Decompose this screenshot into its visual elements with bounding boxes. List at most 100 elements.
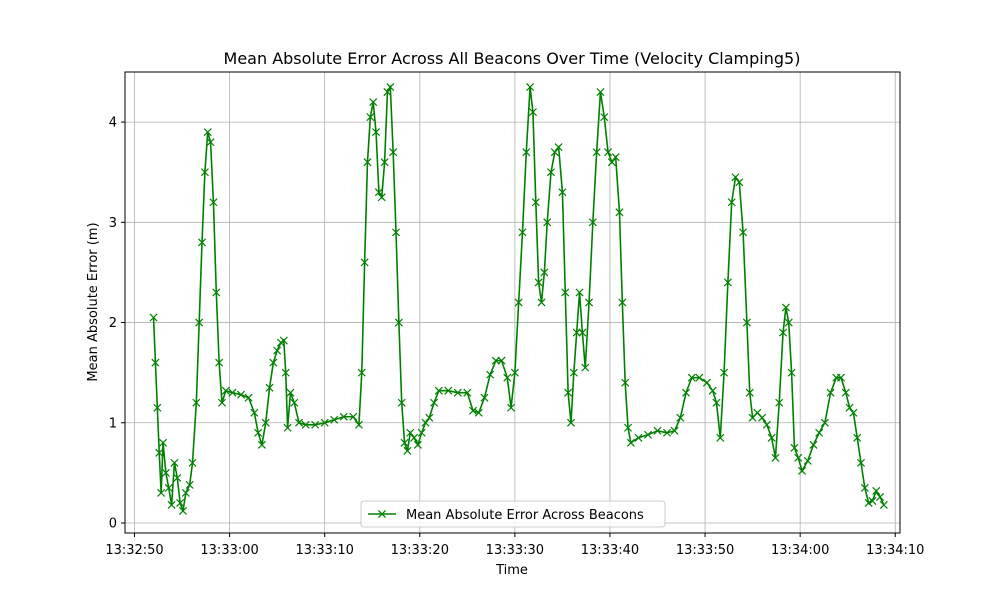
series-line (152, 84, 885, 512)
data-point (469, 406, 478, 415)
data-point (380, 158, 389, 167)
y-tick-label: 4 (109, 116, 117, 131)
data-point (864, 498, 873, 507)
data-point (762, 420, 771, 429)
data-point (708, 386, 717, 395)
data-point (192, 398, 201, 407)
data-point (543, 218, 552, 227)
data-point (558, 188, 567, 197)
data-point (281, 368, 290, 377)
data-point (410, 433, 419, 442)
data-point (403, 446, 412, 455)
data-point (546, 168, 556, 177)
data-point (159, 438, 168, 447)
data-point (618, 298, 627, 307)
data-point (510, 368, 519, 377)
data-point (815, 428, 824, 437)
legend-marker-x (377, 509, 387, 519)
data-point (849, 408, 858, 417)
data-point (775, 398, 784, 407)
data-point (611, 153, 620, 162)
data-point (215, 358, 224, 367)
data-point (879, 500, 888, 509)
legend-entry: Mean Absolute Error Across Beacons (406, 508, 644, 523)
data-point (564, 388, 573, 397)
data-point (720, 368, 729, 377)
x-tick-label: 13:34:10 (866, 543, 924, 558)
data-point (790, 443, 799, 452)
data-point (389, 148, 398, 157)
data-point (794, 453, 803, 462)
y-axis-label: Mean Absolute Error (m) (86, 222, 101, 381)
data-point (413, 440, 422, 449)
data-point (185, 480, 194, 489)
data-point (634, 433, 643, 442)
y-tick-label: 1 (109, 416, 117, 431)
data-point (621, 378, 630, 387)
data-point (716, 433, 725, 442)
data-point (809, 440, 818, 449)
data-point (820, 418, 829, 427)
data-point (767, 433, 776, 442)
data-point (421, 418, 430, 427)
data-point (534, 278, 543, 287)
data-point (868, 496, 877, 505)
chart-title: Mean Absolute Error Across All Beacons O… (224, 49, 801, 68)
data-point (383, 88, 392, 97)
data-point (578, 328, 587, 337)
data-point (286, 388, 295, 397)
data-point (188, 458, 197, 467)
data-point (522, 148, 531, 157)
data-point (269, 358, 278, 367)
data-point (727, 198, 736, 207)
grid-lines (125, 72, 900, 533)
data-point (301, 420, 310, 429)
data-point (406, 428, 415, 437)
data-point (386, 83, 395, 92)
data-point (537, 298, 546, 307)
data-point (739, 228, 748, 237)
data-point (803, 456, 812, 465)
data-point (250, 408, 259, 417)
data-point (566, 418, 576, 427)
y-tick-label: 2 (109, 316, 117, 331)
data-point (200, 168, 209, 177)
data-point (604, 148, 613, 157)
data-point (178, 506, 188, 515)
data-point (283, 423, 292, 432)
data-point (758, 413, 767, 422)
data-point (784, 318, 793, 327)
data-point (596, 88, 605, 97)
data-point (453, 388, 462, 397)
data-point (354, 420, 363, 429)
x-tick-label: 13:34:00 (771, 543, 829, 558)
data-point (369, 98, 378, 107)
data-point (781, 303, 790, 312)
data-point (290, 398, 299, 407)
legend: Mean Absolute Error Across Beacons (360, 500, 666, 528)
data-point (723, 278, 732, 287)
data-point (826, 388, 835, 397)
data-point (497, 356, 506, 365)
data-point (195, 318, 204, 327)
data-point (626, 438, 635, 447)
x-tick-label: 13:33:00 (200, 543, 258, 558)
data-point (653, 426, 662, 435)
data-point (600, 113, 609, 122)
data-point (273, 346, 282, 355)
data-point (731, 173, 740, 182)
data-point (474, 408, 483, 417)
data-point (663, 428, 672, 437)
data-point (876, 492, 885, 501)
data-point (575, 288, 584, 297)
x-tick-label: 13:33:40 (581, 543, 639, 558)
data-point (149, 313, 158, 322)
data-point (206, 138, 215, 147)
data-point (845, 403, 854, 412)
x-tick-label: 13:33:20 (391, 543, 449, 558)
data-point (581, 363, 590, 372)
data-point (236, 390, 246, 399)
x-axis-ticks: 13:32:50 13:33:00 13:33:10 13:33:20 13:33:30… (105, 533, 924, 558)
data-point (856, 458, 866, 467)
data-point (702, 378, 711, 387)
